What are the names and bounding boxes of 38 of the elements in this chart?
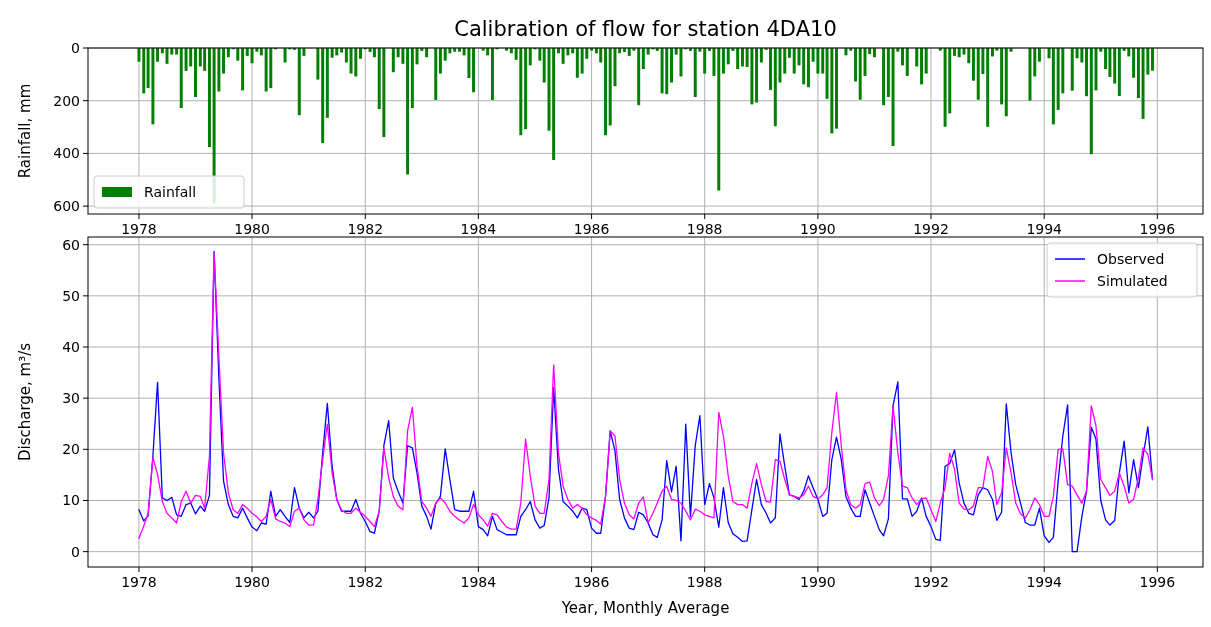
x-tick-label: 1982 — [347, 221, 384, 237]
x-tick-label: 1994 — [1026, 221, 1063, 237]
legend-label: Simulated — [1097, 273, 1168, 289]
x-tick-label: 1984 — [460, 574, 497, 590]
x-tick-label: 1984 — [460, 221, 497, 237]
x-tick-label: 1988 — [686, 221, 723, 237]
x-tick-label: 1992 — [913, 221, 949, 237]
x-tick-label: 1994 — [1026, 574, 1063, 590]
legend-label: Observed — [1097, 251, 1165, 267]
y-tick-label: 20 — [62, 441, 80, 458]
x-tick-label: 1996 — [1139, 574, 1176, 590]
x-axis-title: Year, Monthly Average — [560, 599, 730, 617]
y-tick-label: 0 — [71, 40, 80, 56]
y-tick-label: 200 — [53, 92, 80, 109]
y-tick-label: 600 — [53, 198, 80, 215]
x-tick-label: 1990 — [800, 221, 836, 237]
y-tick-label: 50 — [62, 287, 80, 304]
y-axis-title: Discharge, m³/s — [16, 342, 34, 462]
x-tick-label: 1986 — [573, 221, 610, 237]
y-tick-label: 60 — [62, 236, 80, 253]
x-tick-label: 1986 — [573, 574, 610, 590]
y-axis-title: Rainfall, mm — [16, 83, 34, 179]
y-tick-label: 30 — [62, 390, 80, 407]
x-tick-label: 1978 — [121, 221, 157, 237]
y-tick-label: 10 — [62, 492, 80, 509]
x-tick-label: 1996 — [1139, 221, 1176, 237]
y-tick-label: 0 — [71, 543, 80, 560]
x-tick-label: 1982 — [347, 574, 384, 590]
x-tick-label: 1980 — [234, 221, 270, 237]
x-tick-label: 1980 — [234, 574, 270, 590]
x-tick-label: 1988 — [686, 574, 723, 590]
x-tick-label: 1978 — [121, 574, 157, 590]
chart-title: Calibration of flow for station 4DA10 — [454, 17, 837, 41]
y-tick-label: 400 — [53, 145, 80, 162]
legend-label: Rainfall — [144, 184, 197, 200]
x-tick-label: 1990 — [800, 574, 836, 590]
x-tick-label: 1992 — [913, 574, 949, 590]
y-tick-label: 40 — [62, 339, 80, 355]
